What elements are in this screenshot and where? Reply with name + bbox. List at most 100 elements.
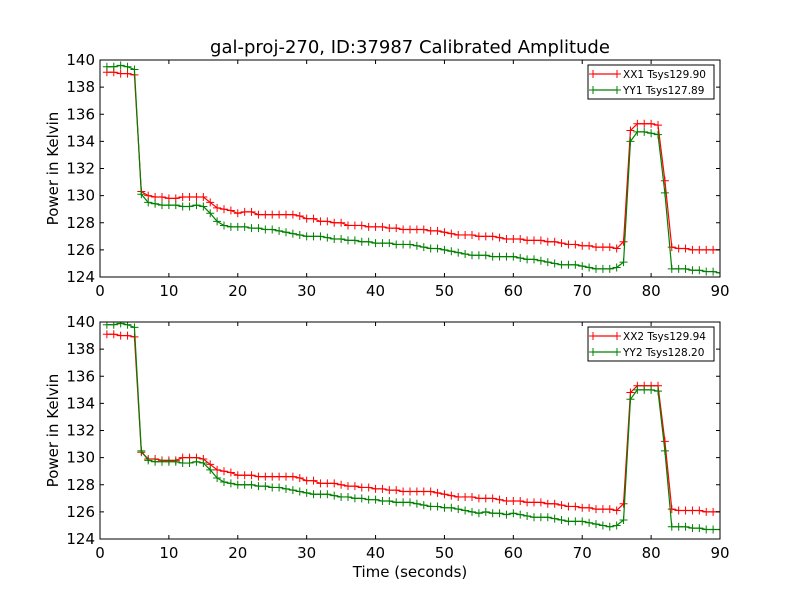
data-point-marker [716,268,720,277]
data-point-marker [275,226,284,235]
x-tick-label: 10 [159,544,178,562]
data-point-marker [640,385,649,394]
data-point-marker [674,264,683,273]
data-point-marker [536,513,545,522]
data-point-marker [674,506,683,515]
data-point-marker [233,471,242,480]
data-point-marker [164,194,173,203]
data-point-marker [302,214,311,223]
y-tick-label: 140 [66,313,95,331]
series-yy-1 [102,61,720,277]
data-point-marker [702,507,711,516]
data-point-marker [474,494,483,503]
data-point-marker [350,221,359,230]
data-point-marker [364,483,373,492]
data-point-marker [371,484,380,493]
data-point-marker [158,457,166,466]
data-point-marker [667,522,676,531]
data-point-marker [426,487,435,496]
data-point-marker [178,459,187,468]
x-tick-label: 20 [228,544,247,562]
data-point-marker [688,506,697,515]
y-tick-label: 132 [66,422,95,440]
data-point-marker [378,497,387,506]
data-point-marker [660,188,669,197]
x-tick-label: 30 [297,282,316,300]
data-point-marker [385,239,394,248]
data-point-marker [316,490,325,499]
data-point-marker [213,203,222,212]
data-point-marker [412,225,421,234]
data-point-marker [330,235,339,244]
bottom-subplot: 0 10 20 30 40 50 60 70 80 90 124 126 128 130 132 134 136… [44,313,730,581]
data-point-marker [337,235,346,244]
data-point-marker [454,492,463,501]
data-point-marker [302,488,311,497]
data-point-marker [109,62,118,71]
data-point-marker [378,239,387,248]
data-point-marker [426,244,435,253]
y-tick-label: 126 [66,503,95,521]
legend-swatch-marker [613,332,621,340]
data-point-marker [337,492,346,501]
data-point-marker [660,437,669,446]
legend-entry-label: XX2 Tsys129.94 [623,331,706,343]
data-point-marker [220,478,228,487]
data-point-marker [226,468,235,477]
data-point-marker [151,199,160,208]
data-point-marker [213,465,222,474]
data-point-marker [550,499,559,508]
data-point-marker [543,258,552,267]
y-tick-label: 128 [66,214,95,232]
data-point-marker [550,237,559,246]
data-point-marker [323,217,332,226]
data-point-marker [206,209,215,218]
x-tick-label: 70 [573,544,592,562]
data-point-marker [171,201,180,210]
data-point-marker [502,510,511,519]
data-point-marker [130,323,139,332]
data-point-marker [364,495,373,504]
data-point-marker [288,486,297,495]
data-point-marker [488,509,497,518]
data-point-marker [433,244,442,253]
x-tick-label: 0 [95,282,105,300]
data-point-marker [571,260,580,269]
data-point-marker [695,524,704,533]
data-point-marker [357,237,366,246]
y-tick-label: 128 [66,476,95,494]
data-point-marker [364,237,373,246]
data-point-marker [392,498,401,507]
data-point-marker [337,218,346,227]
data-point-marker [426,502,435,511]
data-point-marker [206,198,215,207]
data-point-marker [412,241,421,250]
y-tick-label: 130 [66,187,95,205]
data-point-marker [302,232,311,241]
data-point-marker [626,137,635,146]
data-point-marker [109,330,118,339]
data-point-marker [667,264,676,273]
data-point-marker [598,243,607,252]
data-point-marker [309,232,318,241]
top-subplot: 0 10 20 30 40 50 60 70 80 90 124 126 128 130 132 134 136… [44,51,730,300]
data-point-marker [309,476,318,485]
data-point-marker [716,525,720,534]
data-point-marker [282,210,290,219]
data-point-marker [667,243,676,252]
data-point-marker [330,479,339,488]
data-point-marker [461,230,470,239]
data-point-marker [254,224,263,233]
data-point-marker [530,498,538,507]
data-point-marker [619,258,628,267]
data-point-marker [674,244,683,253]
data-point-marker [592,505,600,514]
data-point-marker [116,331,125,340]
data-point-marker [344,482,352,491]
data-point-marker [495,233,504,242]
x-tick-label: 30 [297,544,316,562]
data-point-marker [102,62,111,71]
data-point-marker [102,330,111,339]
data-point-marker [709,525,718,534]
